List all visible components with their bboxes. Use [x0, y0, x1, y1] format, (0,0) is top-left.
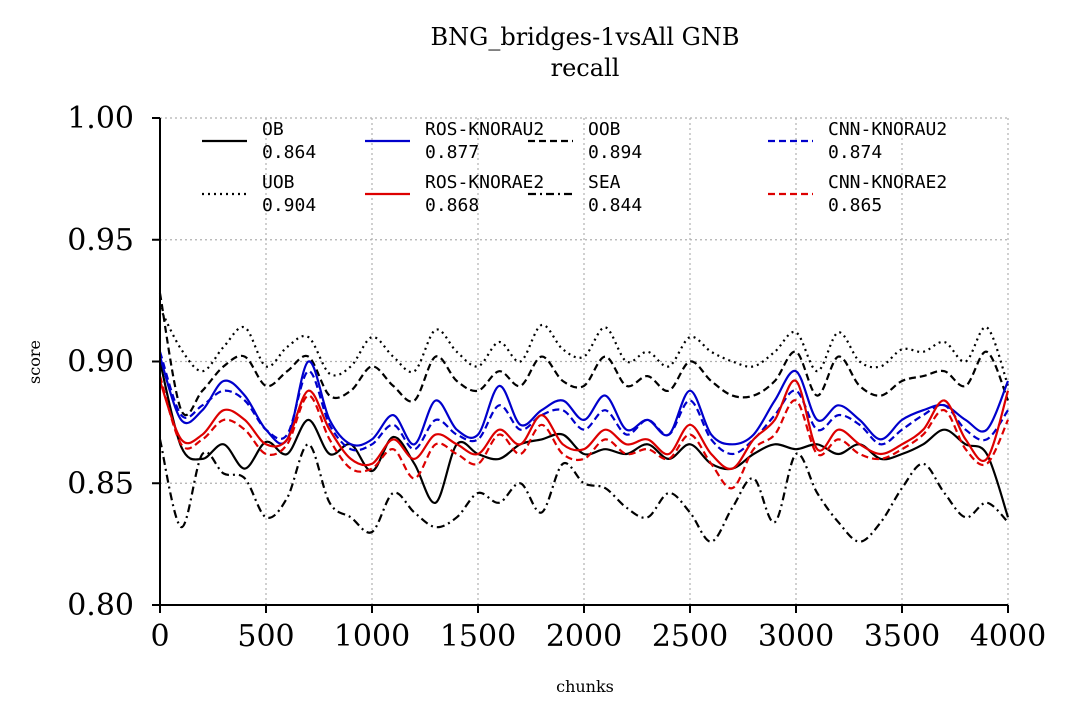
- legend-label: SEA: [588, 172, 621, 193]
- series-line-oob: [158, 293, 1010, 417]
- y-tick-label: 0.85: [67, 466, 134, 501]
- x-tick-label: 3000: [758, 619, 834, 654]
- x-tick-label: 0: [150, 619, 169, 654]
- x-tick-label: 1500: [440, 619, 516, 654]
- x-tick-label: 1000: [334, 619, 410, 654]
- legend-label: CNN-KNORAE2: [828, 172, 947, 193]
- legend-score: 0.904: [262, 195, 316, 216]
- legend-score: 0.894: [588, 142, 642, 163]
- legend-label: OOB: [588, 119, 621, 140]
- legend-label: OB: [262, 119, 284, 140]
- legend-score: 0.877: [425, 142, 479, 163]
- x-tick-label: 500: [237, 619, 294, 654]
- legend-label: ROS-KNORAU2: [425, 119, 544, 140]
- legend-score: 0.844: [588, 195, 642, 216]
- series-line-ros-knorau2: [158, 356, 1010, 447]
- y-tick-label: 0.80: [67, 588, 134, 623]
- y-axis-label: score: [25, 340, 44, 384]
- series-line-sea: [158, 439, 1009, 543]
- series-line-ros-knorae2: [158, 379, 1010, 471]
- x-axis-label: chunks: [556, 677, 614, 696]
- legend-score: 0.868: [425, 195, 479, 216]
- axes: [152, 117, 1009, 613]
- y-tick-label: 1.00: [67, 101, 134, 136]
- x-tick-label: 3500: [864, 619, 940, 654]
- legend-label: ROS-KNORAE2: [425, 172, 544, 193]
- legend-label: UOB: [262, 172, 295, 193]
- x-tick-label: 4000: [970, 619, 1046, 654]
- x-tick-label: 2000: [546, 619, 622, 654]
- y-tick-label: 0.95: [67, 223, 134, 258]
- chart-subtitle: recall: [551, 54, 620, 82]
- legend-score: 0.874: [828, 142, 882, 163]
- series-line-cnn-knorae2: [158, 375, 1010, 490]
- series-layer: [158, 293, 1010, 543]
- chart-title: BNG_bridges-1vsAll GNB: [431, 23, 740, 51]
- legend-score: 0.864: [262, 142, 316, 163]
- x-tick-label: 2500: [652, 619, 728, 654]
- legend-score: 0.865: [828, 195, 882, 216]
- y-tick-label: 0.90: [67, 345, 134, 380]
- legend-label: CNN-KNORAU2: [828, 119, 947, 140]
- series-line-uob: [159, 307, 1010, 387]
- tick-labels: 0 500 1000 1500 2000 2500 3000 3500 4000 0.80 0.85…: [67, 101, 1046, 654]
